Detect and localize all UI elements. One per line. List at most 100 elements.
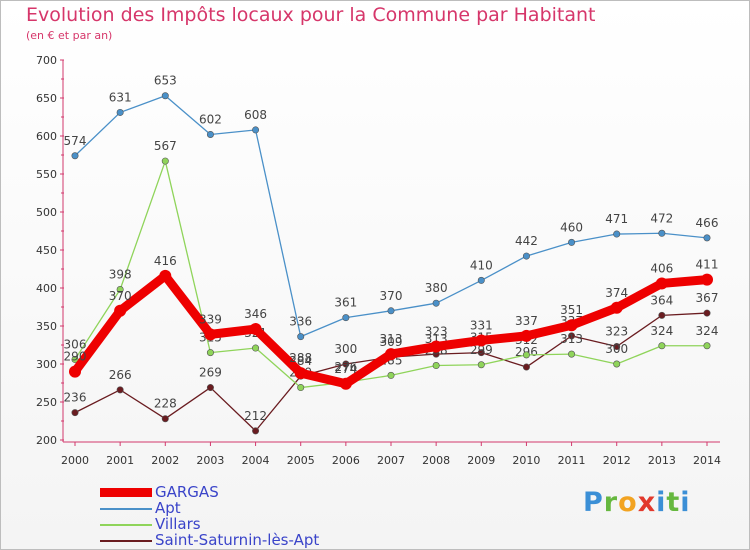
data-point [522, 351, 530, 359]
data-label: 416 [154, 254, 177, 268]
data-point [294, 367, 307, 380]
data-label: 274 [334, 362, 357, 376]
data-label: 337 [515, 314, 538, 328]
chart-title: Evolution des Impôts locaux pour la Comm… [26, 4, 596, 26]
data-point [658, 311, 666, 319]
data-point [252, 427, 260, 435]
data-label: 299 [470, 343, 493, 357]
series-apt: 574 631 653 602 608 336 361 370 380 410 442 460 471 4… [64, 74, 719, 341]
data-point [339, 377, 352, 390]
data-label: 466 [696, 216, 719, 230]
x-tick-label: 2014 [693, 454, 721, 467]
data-point [703, 309, 711, 317]
data-point [522, 252, 530, 260]
data-point [342, 360, 350, 368]
data-label: 313 [560, 332, 583, 346]
data-label: 364 [650, 293, 673, 307]
y-tick-label: 600 [36, 130, 57, 143]
y-tick-label: 250 [36, 396, 57, 409]
data-label: 367 [696, 291, 719, 305]
data-point [114, 304, 127, 317]
y-tick-label: 300 [36, 358, 57, 371]
data-label: 574 [64, 134, 87, 148]
data-point [432, 299, 440, 307]
data-point [475, 334, 488, 347]
data-label: 442 [515, 234, 538, 248]
data-point [159, 269, 172, 282]
data-point [387, 307, 395, 315]
x-tick-label: 2007 [377, 454, 405, 467]
data-point [477, 276, 485, 284]
data-point [387, 371, 395, 379]
x-tick-label: 2011 [558, 454, 586, 467]
data-point [568, 238, 576, 246]
data-point [297, 333, 305, 341]
x-tick-label: 2005 [287, 454, 315, 467]
data-label: 653 [154, 74, 177, 88]
data-point [568, 332, 576, 340]
data-label: 339 [199, 312, 222, 326]
legend-swatch [100, 524, 152, 526]
legend-label: Apt [155, 499, 181, 517]
data-label: 406 [650, 261, 673, 275]
legend-label: Saint-Saturnin-lès-Apt [155, 531, 320, 549]
data-label: 266 [109, 368, 132, 382]
data-point [701, 273, 713, 286]
data-point [613, 343, 621, 351]
data-point [430, 340, 443, 353]
data-label: 313 [380, 332, 403, 346]
data-label: 472 [650, 211, 673, 225]
data-label: 460 [560, 220, 583, 234]
data-label: 236 [64, 391, 87, 405]
series-gargas: 290 370 416 339 346 288 274 313 323 331 337 351 374 4… [64, 254, 718, 390]
data-label: 331 [470, 318, 493, 332]
data-point [610, 301, 623, 314]
data-label: 567 [154, 139, 177, 153]
data-label: 370 [109, 289, 132, 303]
y-tick-label: 400 [36, 282, 57, 295]
data-point [385, 348, 397, 361]
data-point [116, 108, 124, 116]
y-tick-label: 350 [36, 320, 57, 333]
x-tick-label: 2010 [512, 454, 540, 467]
x-tick-label: 2008 [422, 454, 450, 467]
data-label: 336 [289, 315, 312, 329]
data-point [252, 126, 260, 134]
data-point [342, 314, 350, 322]
legend-label: GARGAS [155, 483, 219, 501]
data-label: 410 [470, 258, 493, 272]
x-tick-label: 2001 [106, 454, 134, 467]
data-point [116, 286, 124, 294]
y-tick-label: 700 [36, 54, 57, 67]
data-label: 608 [244, 108, 267, 122]
data-point [658, 229, 666, 237]
data-point [477, 349, 485, 357]
data-point [161, 157, 169, 165]
x-tick-label: 2009 [467, 454, 495, 467]
chart-subtitle: (en € et par an) [26, 29, 113, 42]
data-point [432, 362, 440, 370]
data-label: 602 [199, 112, 222, 126]
data-point [71, 409, 79, 417]
data-label: 380 [425, 281, 448, 295]
data-label: 374 [605, 286, 628, 300]
legend-swatch [100, 488, 152, 497]
x-tick-label: 2000 [61, 454, 89, 467]
data-label: 306 [64, 337, 87, 351]
data-label: 323 [425, 325, 448, 339]
data-label: 269 [199, 366, 222, 380]
data-point [613, 360, 621, 368]
data-point [252, 344, 260, 352]
data-label: 351 [560, 303, 583, 317]
data-label: 288 [289, 351, 312, 365]
data-label: 324 [650, 324, 673, 338]
legend-label: Villars [155, 515, 201, 533]
x-tick-label: 2006 [332, 454, 360, 467]
y-tick-label: 200 [36, 434, 57, 447]
data-point [69, 365, 81, 378]
data-label: 398 [109, 268, 132, 282]
data-label: 290 [64, 350, 87, 364]
data-point [703, 234, 711, 242]
x-tick-label: 2004 [242, 454, 270, 467]
